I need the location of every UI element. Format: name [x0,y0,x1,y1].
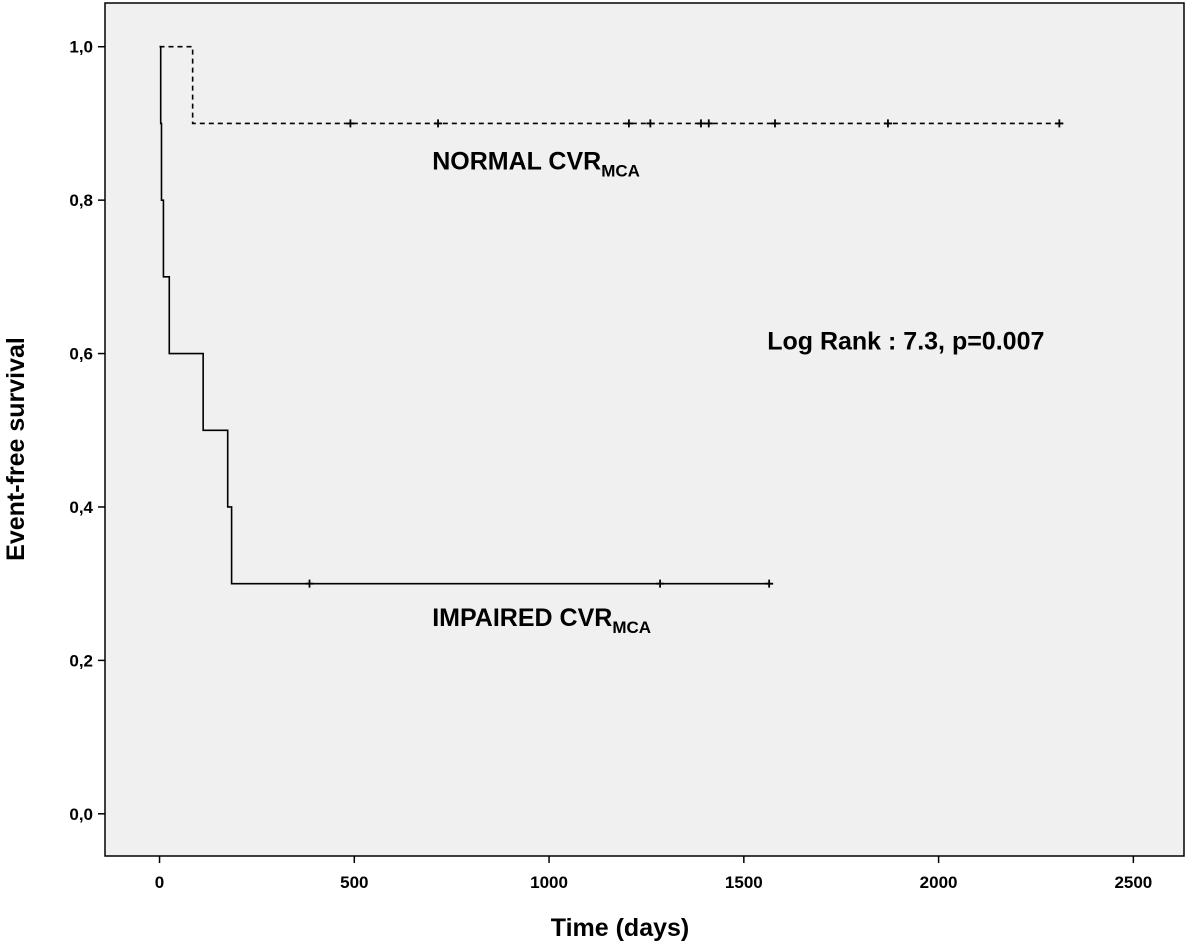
censor-mark [646,119,655,128]
y-tick-label: 0,6 [69,345,93,364]
censor-mark [346,119,355,128]
x-tick-label: 500 [340,873,368,892]
annotation-1: IMPAIRED CVRMCA [432,604,651,637]
series-line-1 [159,45,770,585]
x-tick-label: 1000 [530,873,568,892]
chart-annotations: NORMAL CVRMCA IMPAIRED CVRMCA Log Rank : 7… [432,147,1044,636]
censor-mark [770,119,779,128]
censor-mark [434,119,443,128]
annotation-0: NORMAL CVRMCA [432,147,640,180]
x-tick-label: 2500 [1114,873,1152,892]
y-tick-label: 0,8 [69,191,93,210]
censor-mark [1055,119,1064,128]
x-tick-label: 1500 [725,873,763,892]
y-tick-label: 0,4 [69,498,93,517]
censor-mark [624,119,633,128]
y-tick-label: 1,0 [69,38,93,57]
x-tick-label: 0 [155,873,164,892]
censor-mark [883,119,892,128]
censor-mark [656,579,665,588]
x-tick-label: 2000 [920,873,958,892]
chart-axes: 0 500 1000 1500 2000 2500 0,0 0,2 0,4 0,6 0,8 1,0 [69,38,1152,892]
y-axis-title: Event-free survival [2,337,30,561]
censor-mark [696,119,705,128]
censor-mark [765,579,774,588]
y-tick-label: 0,0 [69,805,93,824]
plot-area [104,2,1185,857]
annotation-2: Log Rank : 7.3, p=0.007 [767,328,1044,356]
x-axis-title: Time (days) [551,914,689,941]
chart-marks [159,45,1064,588]
y-tick-label: 0,2 [69,651,93,670]
censor-mark [305,579,314,588]
censor-mark [704,119,713,128]
